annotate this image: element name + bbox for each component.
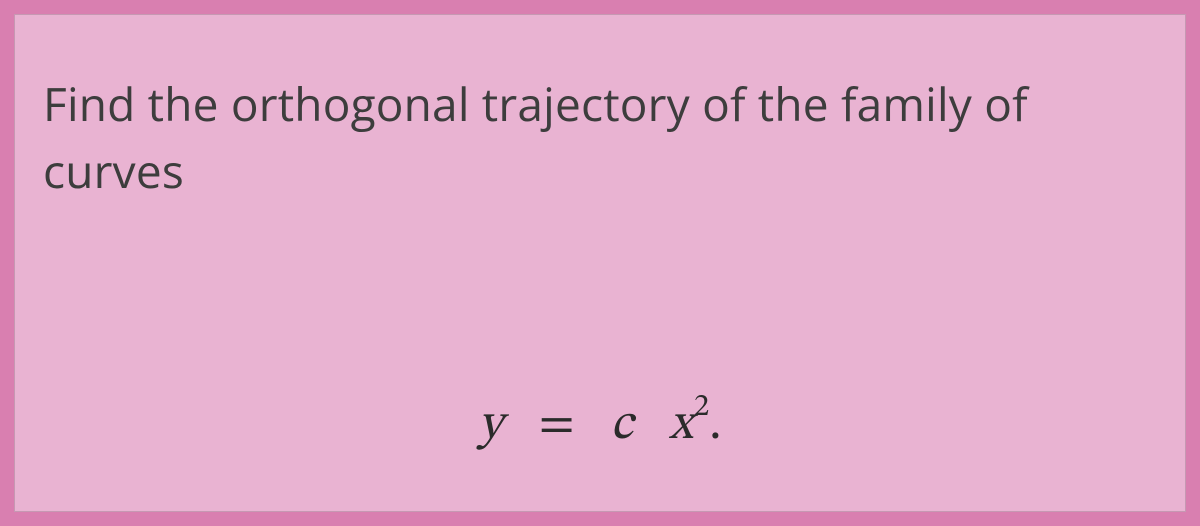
equation-var: x	[669, 400, 693, 450]
question-prompt: Find the orthogonal trajectory of the fa…	[43, 71, 1161, 204]
equation: y = c x2.	[478, 400, 721, 450]
question-card: Find the orthogonal trajectory of the fa…	[14, 14, 1186, 512]
prompt-text: Find the orthogonal trajectory of the fa…	[43, 73, 1028, 202]
equation-equals: =	[539, 400, 575, 450]
equation-container: y = c x2.	[15, 388, 1185, 457]
equation-period: .	[709, 400, 721, 450]
equation-lhs: y	[478, 400, 502, 450]
equation-coef: c	[611, 400, 633, 450]
equation-exponent: 2	[694, 392, 709, 423]
